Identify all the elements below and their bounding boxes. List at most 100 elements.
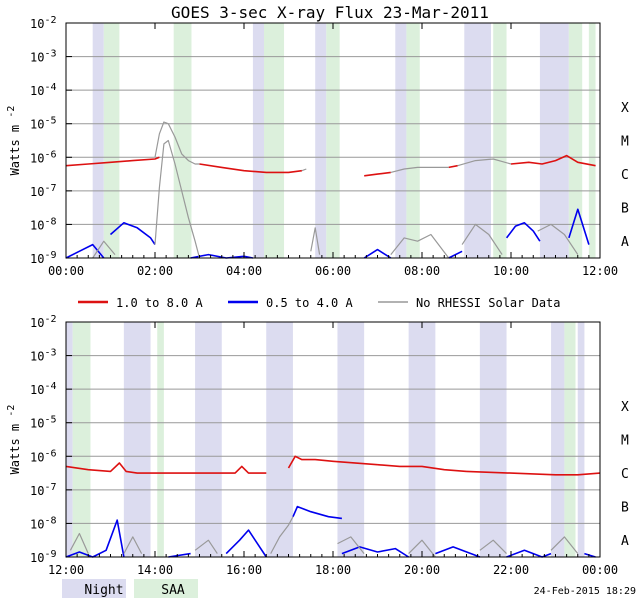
saa-band	[406, 23, 420, 258]
y-tick-label: 10-4	[30, 381, 57, 397]
night-band	[337, 322, 365, 557]
series-line	[194, 539, 218, 554]
night-band	[479, 322, 507, 557]
class-label: X	[621, 400, 629, 415]
y-tick-label: 10-2	[30, 15, 57, 31]
saa-band	[103, 23, 120, 258]
night-band	[577, 322, 585, 557]
y-tick-label: 10-5	[30, 415, 57, 431]
night-band	[92, 23, 104, 258]
saa-band	[493, 23, 507, 258]
saa-band	[326, 23, 340, 258]
x-tick-label: 06:00	[315, 264, 351, 278]
class-label: B	[621, 202, 629, 217]
class-label: A	[621, 235, 629, 250]
y-tick-label: 10-8	[30, 515, 57, 531]
series-line	[448, 164, 458, 169]
series-line	[337, 536, 365, 554]
night-band	[66, 322, 73, 557]
series-line	[479, 539, 507, 555]
y-tick-label: 10-3	[30, 348, 57, 364]
night-band	[266, 322, 293, 557]
render-timestamp: 24-Feb-2015 18:29	[534, 586, 636, 597]
y-tick-label: 10-5	[30, 116, 57, 132]
series-line	[65, 462, 155, 474]
y-tick-label: 10-6	[30, 149, 57, 165]
series-line	[550, 536, 579, 554]
series-line	[225, 529, 267, 558]
x-tick-label: 10:00	[493, 264, 529, 278]
night-band	[395, 23, 407, 258]
series-line	[505, 222, 541, 242]
night-band	[123, 322, 151, 557]
saa-band	[568, 23, 583, 258]
series-line	[310, 227, 321, 255]
legend-no-rhessi-label: No RHESSI Solar Data	[416, 296, 561, 310]
x-tick-label: 22:00	[493, 563, 529, 577]
x-tick-label: 00:00	[48, 264, 84, 278]
y-axis-label: Watts m -2	[6, 106, 22, 176]
series-legend: 1.0 to 8.0 A 0.5 to 4.0 A No RHESSI Sola…	[78, 296, 561, 310]
y-tick-label: 10-9	[30, 250, 57, 266]
series-line	[506, 549, 552, 558]
class-label: X	[621, 101, 629, 116]
saa-band	[564, 322, 576, 557]
top-panel: 00:00 02:00 04:00 06:00 08:00 10:00 12:00 10-2 1…	[6, 15, 629, 278]
y-tick-label: 10-7	[30, 183, 57, 199]
night-band	[195, 322, 222, 557]
series-line	[287, 455, 378, 469]
y-tick-label: 10-6	[30, 448, 57, 464]
series-line	[168, 552, 191, 558]
legend-long-label: 1.0 to 8.0 A	[116, 296, 203, 310]
legend-saa-box	[134, 579, 198, 598]
y-tick-label: 10-2	[30, 314, 57, 330]
series-line	[301, 168, 307, 172]
series-line	[584, 552, 596, 558]
night-band	[464, 23, 491, 258]
series-line	[435, 546, 481, 558]
x-tick-label: 14:00	[137, 563, 173, 577]
night-band	[539, 23, 569, 258]
saa-band	[72, 322, 91, 557]
series-line	[65, 243, 105, 259]
night-band	[551, 322, 565, 557]
class-label: M	[621, 135, 629, 150]
y-tick-label: 10-4	[30, 82, 57, 98]
series-line	[510, 154, 596, 167]
x-tick-label: 02:00	[137, 264, 173, 278]
series-line	[270, 516, 294, 554]
class-label: A	[621, 534, 629, 549]
x-tick-label: 12:00	[48, 563, 84, 577]
legend-night-box	[62, 579, 126, 598]
band-legend: Night SAA	[62, 579, 198, 598]
series-line	[568, 208, 590, 245]
series-line	[154, 121, 200, 165]
series-line	[537, 223, 579, 255]
legend-short-label: 0.5 to 4.0 A	[266, 296, 353, 310]
x-tick-label: 08:00	[404, 264, 440, 278]
night-band	[252, 23, 265, 258]
series-line	[199, 163, 303, 174]
series-line	[448, 250, 463, 259]
series-line	[377, 463, 467, 473]
series-line	[457, 158, 512, 167]
series-line	[461, 223, 503, 255]
saa-band	[588, 23, 596, 258]
series-line	[292, 505, 343, 520]
saa-band	[157, 322, 164, 557]
series-line	[363, 248, 392, 259]
y-tick-label: 10-3	[30, 49, 57, 65]
class-label: M	[621, 434, 629, 449]
x-tick-label: 18:00	[315, 563, 351, 577]
night-band	[408, 322, 436, 557]
x-tick-label: 00:00	[582, 563, 618, 577]
class-label: B	[621, 501, 629, 516]
y-tick-label: 10-8	[30, 216, 57, 232]
series-line	[92, 240, 116, 259]
class-label: C	[621, 168, 629, 183]
legend-night-label: Night	[84, 583, 123, 598]
saa-band	[173, 23, 192, 258]
legend-saa-label: SAA	[161, 583, 185, 598]
series-line	[123, 536, 143, 554]
bottom-panel: 12:00 14:00 16:00 18:00 20:00 22:00 00:00 10-2 1…	[6, 314, 629, 577]
